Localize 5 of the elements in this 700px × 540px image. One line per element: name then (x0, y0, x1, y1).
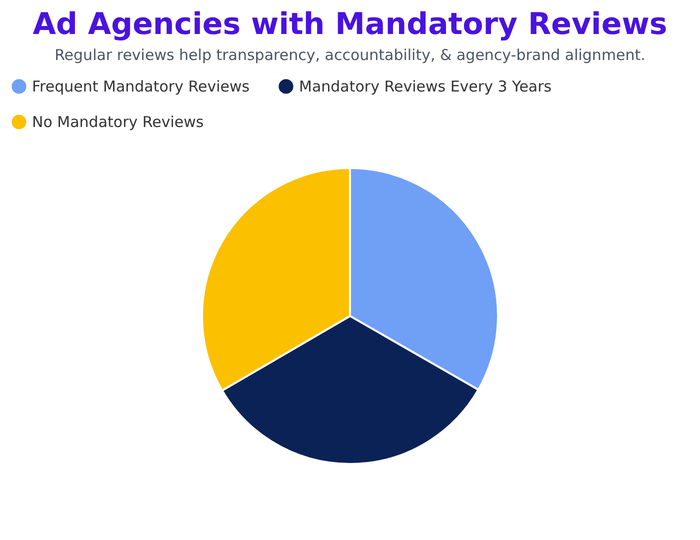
chart-title: Ad Agencies with Mandatory Reviews (32, 7, 668, 42)
chart-subtitle: Regular reviews help transparency, accountability, & agency-brand alignment. (54, 46, 646, 64)
legend-label: Frequent Mandatory Reviews (32, 77, 250, 96)
legend-label: No Mandatory Reviews (32, 113, 204, 131)
legend-label: Mandatory Reviews Every 3 Years (299, 77, 552, 96)
